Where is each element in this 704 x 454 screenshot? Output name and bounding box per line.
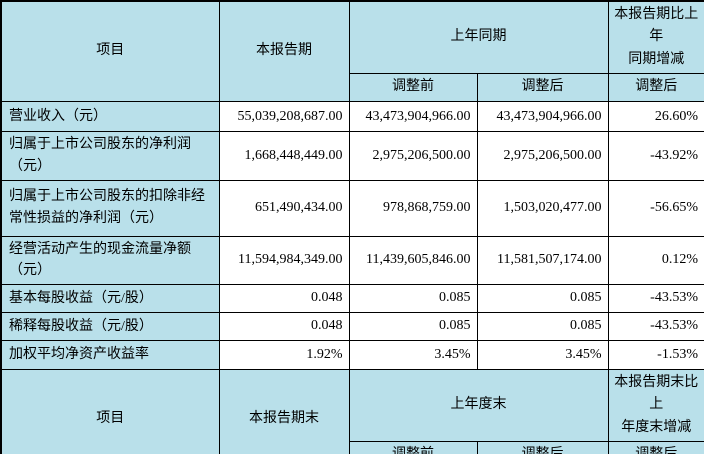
table-row: 营业收入（元） 55,039,208,687.00 43,473,904,966… xyxy=(0,101,704,133)
value-change: -56.65% xyxy=(607,179,704,237)
header-change-group: 本报告期末比上 年度末增减 xyxy=(607,368,704,443)
header-current-period: 本报告期 xyxy=(218,0,350,103)
value-after-adjust: 3.45% xyxy=(476,339,609,370)
row-label: 归属于上市公司股东的扣除非经常性损益的净利润（元） xyxy=(0,179,220,237)
value-before-adjust: 11,439,605,846.00 xyxy=(348,235,478,285)
table-row: 加权平均净资产收益率 1.92% 3.45% 3.45% -1.53% xyxy=(0,339,704,370)
value-change: -43.92% xyxy=(607,131,704,181)
table-row: 经营活动产生的现金流量净额（元） 11,594,984,349.00 11,43… xyxy=(0,235,704,285)
header-after-adjustment: 调整后 xyxy=(476,73,609,103)
value-before-adjust: 0.085 xyxy=(348,283,478,313)
header-item: 项目 xyxy=(0,368,220,454)
row-label: 营业收入（元） xyxy=(0,101,220,133)
row-label: 加权平均净资产收益率 xyxy=(0,339,220,370)
value-current: 651,490,434.00 xyxy=(218,179,350,237)
header-after-adjustment: 调整后 xyxy=(476,441,609,454)
header-item: 项目 xyxy=(0,0,220,103)
value-after-adjust: 43,473,904,966.00 xyxy=(476,101,609,133)
value-current: 11,594,984,349.00 xyxy=(218,235,350,285)
table-row: 基本每股收益（元/股） 0.048 0.085 0.085 -43.53% xyxy=(0,283,704,313)
value-before-adjust: 978,868,759.00 xyxy=(348,179,478,237)
value-change: -43.53% xyxy=(607,283,704,313)
value-current: 1,668,448,449.00 xyxy=(218,131,350,181)
value-current: 55,039,208,687.00 xyxy=(218,101,350,133)
value-before-adjust: 0.085 xyxy=(348,311,478,341)
value-after-adjust: 11,581,507,174.00 xyxy=(476,235,609,285)
header-change-group: 本报告期比上年 同期增减 xyxy=(607,0,704,75)
value-before-adjust: 2,975,206,500.00 xyxy=(348,131,478,181)
value-current: 0.048 xyxy=(218,311,350,341)
value-current: 0.048 xyxy=(218,283,350,313)
table-row: 归属于上市公司股东的扣除非经常性损益的净利润（元） 651,490,434.00… xyxy=(0,179,704,237)
table-row: 稀释每股收益（元/股） 0.048 0.085 0.085 -43.53% xyxy=(0,311,704,341)
value-change: 26.60% xyxy=(607,101,704,133)
value-change: -1.53% xyxy=(607,339,704,370)
row-label: 经营活动产生的现金流量净额（元） xyxy=(0,235,220,285)
row-label: 归属于上市公司股东的净利润（元） xyxy=(0,131,220,181)
row-label: 基本每股收益（元/股） xyxy=(0,283,220,313)
table-row: 归属于上市公司股东的净利润（元） 1,668,448,449.00 2,975,… xyxy=(0,131,704,181)
header-before-adjustment: 调整前 xyxy=(348,441,478,454)
value-current: 1.92% xyxy=(218,339,350,370)
header-current-period-end: 本报告期末 xyxy=(218,368,350,454)
value-before-adjust: 43,473,904,966.00 xyxy=(348,101,478,133)
value-before-adjust: 3.45% xyxy=(348,339,478,370)
header-change-after-adjustment: 调整后 xyxy=(607,441,704,454)
row-label: 稀释每股收益（元/股） xyxy=(0,311,220,341)
value-after-adjust: 1,503,020,477.00 xyxy=(476,179,609,237)
header-prior-period-group: 上年同期 xyxy=(348,0,609,75)
value-after-adjust: 0.085 xyxy=(476,311,609,341)
header-change-after-adjustment: 调整后 xyxy=(607,73,704,103)
value-change: -43.53% xyxy=(607,311,704,341)
header-prior-year-end-group: 上年度末 xyxy=(348,368,609,443)
header-before-adjustment: 调整前 xyxy=(348,73,478,103)
value-change: 0.12% xyxy=(607,235,704,285)
value-after-adjust: 0.085 xyxy=(476,283,609,313)
value-after-adjust: 2,975,206,500.00 xyxy=(476,131,609,181)
